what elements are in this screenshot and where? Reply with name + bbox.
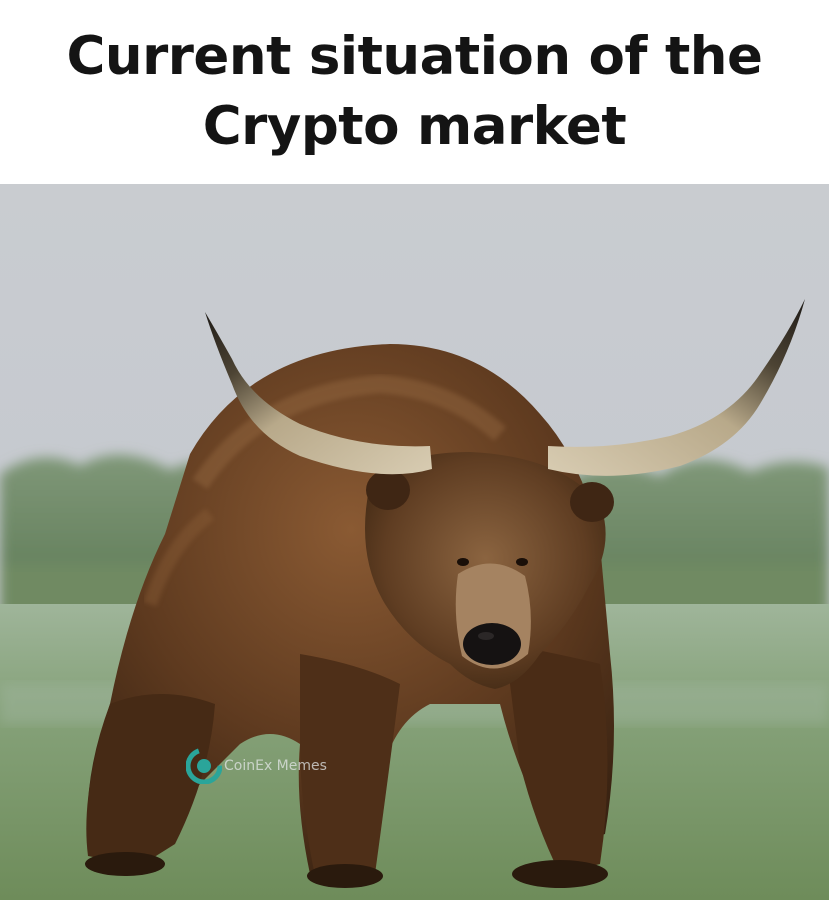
watermark-text: CoinEx Memes [224, 758, 327, 774]
caption-line-1: Current situation of the [66, 26, 763, 87]
coinex-logo-icon [186, 748, 222, 784]
bear-nose [463, 623, 521, 665]
bear-with-bull-horns-photo: CoinEx Memes [0, 184, 829, 900]
right-horn [548, 299, 805, 476]
watermark: CoinEx Memes [186, 748, 327, 784]
caption-line-2: Crypto market [202, 96, 627, 157]
left-horn [205, 312, 432, 475]
bear [85, 344, 614, 888]
meme-caption: Current situation of the Crypto market [0, 0, 829, 184]
